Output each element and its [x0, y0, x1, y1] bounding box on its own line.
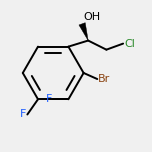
Polygon shape — [79, 23, 88, 41]
Text: Cl: Cl — [125, 39, 136, 49]
Text: Br: Br — [98, 74, 110, 84]
Text: F: F — [46, 94, 52, 104]
Text: OH: OH — [84, 12, 101, 22]
Text: F: F — [20, 109, 27, 119]
